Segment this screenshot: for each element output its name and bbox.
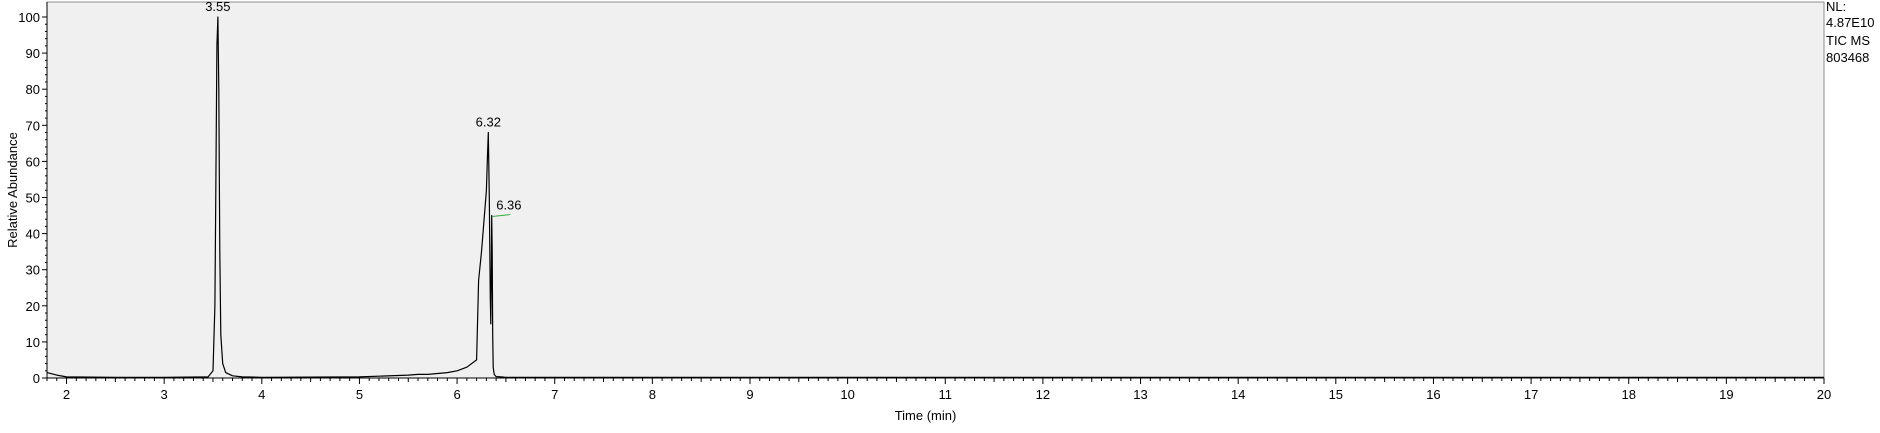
- x-tick-label: 14: [1231, 387, 1245, 402]
- peak-labels: 3.55 6.32 6.36: [205, 0, 522, 218]
- plot-area: [46, 1, 1825, 379]
- peak-label: 6.32: [476, 115, 501, 130]
- x-tick-label: 17: [1524, 387, 1538, 402]
- x-tick-label: 12: [1036, 387, 1050, 402]
- nl-value: 4.87E10: [1826, 15, 1874, 30]
- peak-label: 6.36: [496, 198, 521, 213]
- peak-label: 3.55: [205, 0, 230, 14]
- x-tick-label: 4: [258, 387, 265, 402]
- y-tick-label: 20: [26, 299, 40, 314]
- x-tick-label: 8: [649, 387, 656, 402]
- x-tick-label: 18: [1621, 387, 1635, 402]
- x-tick-label: 7: [551, 387, 558, 402]
- x-tick-label: 20: [1817, 387, 1831, 402]
- y-tick-label: 80: [26, 82, 40, 97]
- y-tick-label: 30: [26, 263, 40, 278]
- peak-marker: [492, 214, 511, 218]
- trace-label: TIC MS: [1826, 33, 1870, 48]
- x-tick-label: 16: [1426, 387, 1440, 402]
- info-panel: NL: 4.87E10 TIC MS 803468: [1826, 0, 1874, 65]
- x-tick-label: 13: [1133, 387, 1147, 402]
- y-tick-label: 60: [26, 154, 40, 169]
- y-tick-label: 50: [26, 191, 40, 206]
- y-tick-label: 40: [26, 227, 40, 242]
- x-tick-label: 5: [356, 387, 363, 402]
- x-axis-title: Time (min): [895, 408, 957, 423]
- sample-label: 803468: [1826, 50, 1869, 65]
- y-axis: 0 10 20 30 40 50 60 70 80 90 100: [18, 2, 48, 386]
- x-tick-label: 6: [453, 387, 460, 402]
- x-tick-label: 2: [63, 387, 70, 402]
- x-tick-label: 9: [746, 387, 753, 402]
- y-tick-label: 10: [26, 335, 40, 350]
- x-axis: 2 3 4 5 6 7 8 9 10 11 12 13 14 15 16 17 18 19 20: [46, 377, 1831, 402]
- x-tick-label: 19: [1719, 387, 1733, 402]
- y-tick-label: 70: [26, 118, 40, 133]
- series-layer: [46, 16, 1824, 378]
- y-tick-label: 0: [33, 371, 40, 386]
- y-axis-title: Relative Abundance: [5, 132, 20, 248]
- x-tick-label: 11: [939, 387, 953, 402]
- tic-trace: [46, 16, 1824, 378]
- nl-label: NL:: [1826, 0, 1846, 14]
- x-tick-label: 3: [161, 387, 168, 402]
- x-tick-label: 15: [1329, 387, 1343, 402]
- y-tick-label: 100: [18, 10, 40, 25]
- x-tick-label: 10: [840, 387, 854, 402]
- y-tick-label: 90: [26, 46, 40, 61]
